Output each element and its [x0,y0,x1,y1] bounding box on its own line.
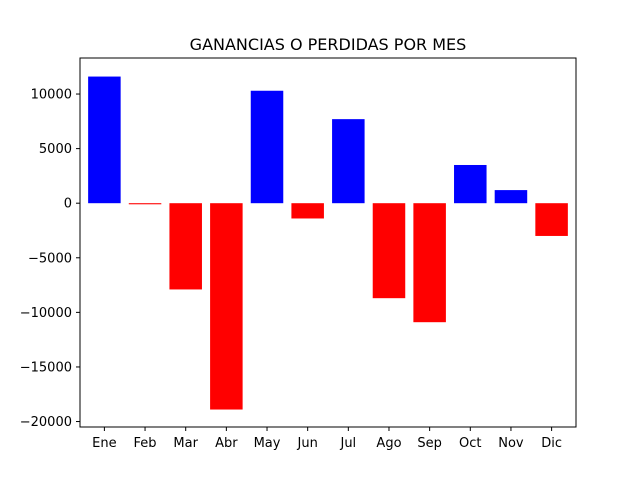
x-tick-label-may: May [254,436,281,451]
x-axis: Ene Feb Mar Abr May Jun Jul Ago Sep Oct Nov Dic [92,427,562,451]
y-axis: −20000 −15000 −10000 −5000 0 5000 10000 [20,88,80,430]
x-tick-label-feb: Feb [134,436,157,451]
bar-feb [128,203,162,205]
y-tick-label: 5000 [39,142,72,157]
plot-frame [79,57,577,428]
x-tick-label-dic: Dic [541,436,562,451]
chart-title: GANANCIAS O PERDIDAS POR MES [190,35,467,54]
x-tick-label-nov: Nov [498,436,524,451]
bars-group [88,76,568,410]
x-tick-label-jul: Jul [339,436,356,451]
y-tick-label: 0 [64,197,72,212]
bar-oct [454,164,487,204]
bar-sep [413,203,446,323]
y-tick-label: −15000 [20,360,72,375]
x-tick-label-jun: Jun [297,436,318,451]
bar-ago [372,203,406,299]
bar-jun [291,203,324,219]
y-tick-label: 10000 [31,88,72,103]
bar-jul [332,119,365,204]
x-tick-label-oct: Oct [459,436,481,451]
bar-nov [494,190,528,204]
bar-dic [535,203,568,236]
y-tick-label: −10000 [20,306,72,321]
x-tick-label-sep: Sep [417,436,442,451]
x-tick-label-mar: Mar [173,436,198,451]
bar-abr [210,203,243,410]
y-tick-label: −20000 [20,415,72,430]
x-tick-label-abr: Abr [215,436,238,451]
bar-ene [88,76,121,204]
bar-mar [169,203,202,290]
x-tick-label-ene: Ene [92,436,116,451]
bar-may [250,90,284,204]
y-tick-label: −5000 [28,251,72,266]
x-tick-label-ago: Ago [376,436,401,451]
